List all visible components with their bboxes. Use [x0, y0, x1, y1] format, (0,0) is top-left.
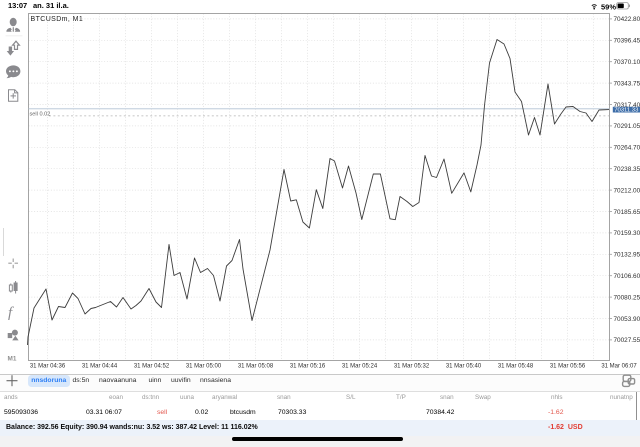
svg-text:M1: M1 [8, 356, 17, 363]
svg-text:31 Mar 05:56: 31 Mar 05:56 [550, 364, 586, 370]
svg-text:70185.65: 70185.65 [614, 209, 640, 216]
svg-text:70212.00: 70212.00 [614, 187, 640, 194]
svg-text:70080.25: 70080.25 [614, 294, 640, 301]
svg-text:31 Mar 05:00: 31 Mar 05:00 [186, 364, 222, 370]
svg-text:31 Mar 04:36: 31 Mar 04:36 [30, 364, 66, 370]
svg-text:f: f [8, 305, 14, 321]
svg-text:70264.70: 70264.70 [614, 145, 640, 152]
svg-text:31 Mar 05:08: 31 Mar 05:08 [238, 364, 274, 370]
svg-text:31 Mar 04:52: 31 Mar 04:52 [134, 364, 170, 370]
svg-text:70159.30: 70159.30 [614, 230, 640, 237]
svg-text:70317.40: 70317.40 [614, 102, 640, 109]
svg-text:70311.33: 70311.33 [614, 107, 639, 113]
svg-text:31 Mar 05:16: 31 Mar 05:16 [290, 364, 326, 370]
svg-text:sell 0.02: sell 0.02 [30, 111, 51, 117]
svg-text:BTCUSDm, M1: BTCUSDm, M1 [31, 16, 84, 23]
svg-text:70238.35: 70238.35 [614, 166, 640, 173]
svg-text:31 Mar 05:24: 31 Mar 05:24 [342, 364, 378, 370]
svg-text:70370.10: 70370.10 [614, 59, 640, 66]
svg-text:31 Mar 05:48: 31 Mar 05:48 [498, 364, 534, 370]
svg-text:70053.90: 70053.90 [614, 316, 640, 323]
svg-text:31 Mar 05:40: 31 Mar 05:40 [446, 364, 482, 370]
svg-text:70027.55: 70027.55 [614, 337, 640, 344]
svg-text:70396.45: 70396.45 [614, 38, 640, 45]
svg-text:31 Mar 06:07: 31 Mar 06:07 [601, 364, 637, 370]
svg-text:70106.60: 70106.60 [614, 273, 640, 280]
svg-text:31 Mar 04:44: 31 Mar 04:44 [82, 364, 118, 370]
svg-text:59%: 59% [601, 2, 616, 11]
svg-text:70422.80: 70422.80 [614, 16, 640, 23]
svg-text:70291.05: 70291.05 [614, 123, 640, 130]
svg-text:70132.95: 70132.95 [614, 252, 640, 259]
svg-text:31 Mar 05:32: 31 Mar 05:32 [394, 364, 430, 370]
svg-text:70343.75: 70343.75 [614, 80, 640, 87]
